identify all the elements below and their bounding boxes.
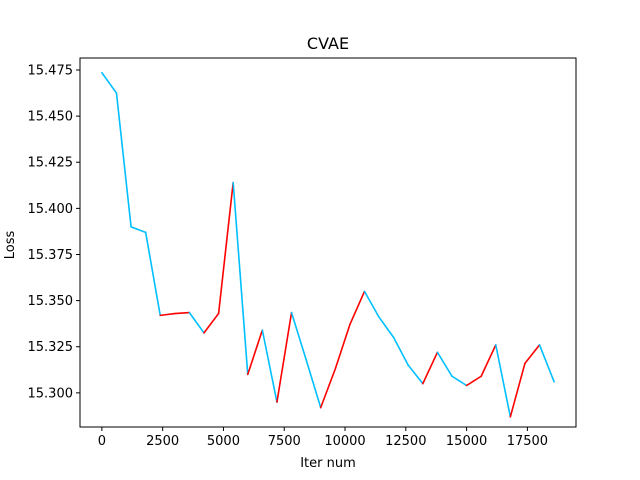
loss-line-segment <box>217 181 234 315</box>
loss-line-segment <box>465 375 482 387</box>
y-tick-label: 15.450 <box>28 110 74 125</box>
loss-line-segment <box>524 344 541 365</box>
x-tick-label: 2500 <box>146 434 179 449</box>
y-axis-label: Loss <box>3 231 18 260</box>
loss-line-segment <box>305 358 322 409</box>
x-axis-label: Iter num <box>300 456 356 471</box>
loss-line-segment <box>101 71 118 94</box>
loss-line-segment <box>246 329 264 376</box>
loss-line-segment <box>319 368 337 409</box>
loss-line-segment <box>422 351 439 385</box>
axes-frame <box>79 57 577 428</box>
loss-line-segment <box>451 375 468 387</box>
loss-line-segment <box>363 290 380 319</box>
loss-line-segment <box>188 311 205 334</box>
loss-line-segment <box>130 226 147 234</box>
loss-line-segment <box>276 311 293 403</box>
x-tick-label: 17500 <box>507 434 548 449</box>
y-tick-label: 15.350 <box>28 294 74 309</box>
y-tick-label: 15.425 <box>28 156 74 171</box>
x-tick-label: 10000 <box>324 434 365 449</box>
y-tick-label: 15.475 <box>28 63 74 78</box>
loss-line-segment <box>349 290 366 326</box>
y-tick-label: 15.400 <box>28 202 74 217</box>
x-tick-label: 12500 <box>385 434 426 449</box>
loss-line-segment <box>115 92 132 228</box>
y-tick-label: 15.325 <box>28 340 74 355</box>
x-tick-label: 0 <box>98 434 106 449</box>
y-tick-label: 15.375 <box>28 248 74 263</box>
loss-line-segment <box>203 312 220 334</box>
loss-line-segment <box>436 351 453 378</box>
loss-line-segment <box>334 323 351 370</box>
loss-line-segment <box>480 344 497 378</box>
loss-line-segment <box>378 316 395 339</box>
x-tick-label: 15000 <box>446 434 487 449</box>
loss-line-segment <box>144 231 162 317</box>
y-tick-label: 15.300 <box>28 386 74 401</box>
chart-title: CVAE <box>307 34 349 53</box>
loss-line-segment <box>494 344 512 418</box>
loss-line-segment <box>159 312 176 317</box>
loss-line-segment <box>407 364 424 385</box>
loss-line-segment <box>392 336 410 366</box>
loss-line-segment <box>232 181 249 376</box>
plot-area: 0 2500 5000 7500 10000 12500 15000 17500 15.300 1… <box>28 57 577 449</box>
x-tick-label: 7500 <box>268 434 301 449</box>
loss-line-segment <box>174 311 191 315</box>
loss-line-segment <box>290 311 307 361</box>
loss-line-segment <box>538 344 555 383</box>
x-tick-label: 5000 <box>207 434 240 449</box>
loss-line-segment <box>509 362 526 418</box>
loss-line-segment <box>261 329 278 403</box>
